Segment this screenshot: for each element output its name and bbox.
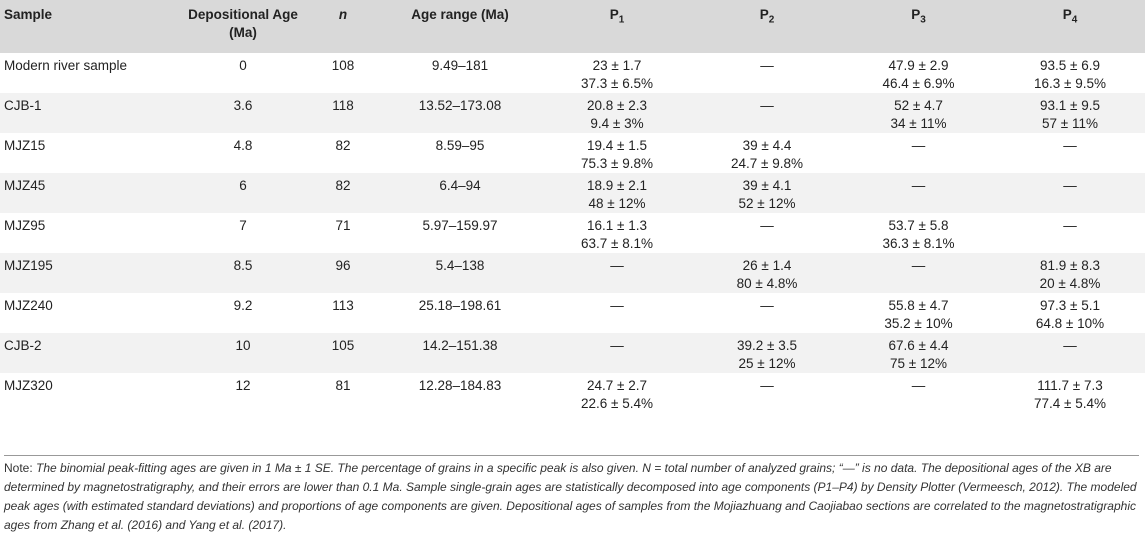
cell-sample: CJB-1 — [4, 98, 42, 113]
header-age-range: Age range (Ma) — [411, 7, 509, 22]
cell-sample: CJB-2 — [4, 338, 42, 353]
cell-n: 118 — [332, 98, 354, 113]
cell-n: 113 — [332, 298, 354, 313]
cell-depositional-age: 4.8 — [233, 138, 253, 153]
table-row: Modern river sample 0 108 9.49–181 23 ± 1.7 3… — [0, 53, 1145, 93]
cell-age-range: 6.4–94 — [439, 178, 481, 193]
table-row: MJZ195 8.5 96 5.4–138 — 26 ± 1.4 80 ± 4.8% — 81.… — [0, 253, 1145, 293]
cell-p2: — — [760, 218, 774, 233]
table-row: MJZ320 12 81 12.28–184.83 24.7 ± 2.7 22.6 ± 5… — [0, 373, 1145, 413]
cell-n: 71 — [335, 218, 351, 233]
header-p1: P1 — [609, 7, 625, 26]
cell-p3: 47.9 ± 2.9 46.4 ± 6.9% — [882, 58, 955, 91]
cell-age-range: 12.28–184.83 — [418, 378, 502, 393]
header-p4: P4 — [1062, 7, 1078, 26]
cell-p1: — — [610, 298, 624, 313]
cell-depositional-age: 9.2 — [233, 298, 253, 313]
table-note: Note: The binomial peak-fitting ages are… — [4, 455, 1139, 535]
header-row: Sample Depositional Age (Ma) n Age range… — [0, 0, 1145, 53]
cell-p2: 39 ± 4.1 52 ± 12% — [738, 178, 796, 211]
cell-p2: — — [760, 98, 774, 113]
cell-depositional-age: 12 — [235, 378, 251, 393]
note-label: Note: — [4, 461, 33, 475]
cell-p3: — — [911, 178, 926, 193]
table-row: CJB-2 10 105 14.2–151.38 — 39.2 ± 3.5 25 ± 12%… — [0, 333, 1145, 373]
cell-p1: 24.7 ± 2.7 22.6 ± 5.4% — [581, 378, 653, 411]
cell-p2: 26 ± 1.4 80 ± 4.8% — [736, 258, 798, 291]
cell-p1: 16.1 ± 1.3 63.7 ± 8.1% — [581, 218, 653, 251]
cell-p3: — — [911, 138, 926, 153]
cell-depositional-age: 3.6 — [233, 98, 253, 113]
table-row: MJZ15 4.8 82 8.59–95 19.4 ± 1.5 75.3 ± 9.8% 39… — [0, 133, 1145, 173]
cell-depositional-age: 0 — [239, 58, 247, 73]
cell-sample: MJZ195 — [4, 258, 53, 273]
cell-n: 105 — [331, 338, 355, 353]
header-p3: P3 — [911, 7, 926, 26]
cell-p2: — — [760, 58, 774, 73]
cell-sample: MJZ45 — [4, 178, 46, 193]
cell-p3: 53.7 ± 5.8 36.3 ± 8.1% — [882, 218, 955, 251]
table-body: Modern river sample 0 108 9.49–181 23 ± 1.7 3… — [0, 53, 1145, 413]
table-row: CJB-1 3.6 118 13.52–173.08 20.8 ± 2.3 9.4 ± 3… — [0, 93, 1145, 133]
cell-p2: — — [760, 298, 774, 313]
cell-p1: 19.4 ± 1.5 75.3 ± 9.8% — [581, 138, 653, 171]
data-table: Sample Depositional Age (Ma) n Age range… — [0, 0, 1145, 413]
cell-age-range: 5.4–138 — [435, 258, 485, 273]
cell-age-range: 8.59–95 — [435, 138, 485, 153]
header-depositional-age: Depositional Age (Ma) — [188, 7, 298, 40]
cell-age-range: 9.49–181 — [431, 58, 489, 73]
table-row: MJZ45 6 82 6.4–94 18.9 ± 2.1 48 ± 12% 39 ± 4.1… — [0, 173, 1145, 213]
cell-p2: 39 ± 4.4 24.7 ± 9.8% — [731, 138, 803, 171]
cell-p3: — — [911, 258, 926, 273]
cell-p4: — — [1063, 218, 1077, 233]
cell-age-range: 25.18–198.61 — [418, 298, 502, 313]
cell-p2: — — [760, 378, 774, 393]
cell-p4: — — [1063, 178, 1077, 193]
cell-age-range: 5.97–159.97 — [422, 218, 498, 233]
cell-n: 82 — [335, 178, 351, 193]
cell-age-range: 13.52–173.08 — [418, 98, 502, 113]
cell-depositional-age: 7 — [239, 218, 247, 233]
cell-depositional-age: 6 — [239, 178, 247, 193]
cell-p3: 55.8 ± 4.7 35.2 ± 10% — [884, 298, 953, 331]
cell-p4: 97.3 ± 5.1 64.8 ± 10% — [1035, 298, 1105, 331]
cell-sample: Modern river sample — [4, 58, 128, 73]
cell-p1: 23 ± 1.7 37.3 ± 6.5% — [581, 58, 653, 91]
cell-n: 96 — [335, 258, 351, 273]
cell-p1: — — [610, 258, 624, 273]
cell-n: 81 — [335, 378, 351, 393]
cell-p1: 20.8 ± 2.3 9.4 ± 3% — [587, 98, 647, 131]
cell-depositional-age: 10 — [235, 338, 251, 353]
cell-p1: — — [610, 338, 624, 353]
cell-sample: MJZ95 — [4, 218, 46, 233]
cell-age-range: 14.2–151.38 — [422, 338, 498, 353]
cell-p4: 93.5 ± 6.9 16.3 ± 9.5% — [1034, 58, 1106, 91]
cell-p2: 39.2 ± 3.5 25 ± 12% — [737, 338, 797, 371]
table-row: MJZ95 7 71 5.97–159.97 16.1 ± 1.3 63.7 ± 8.1%… — [0, 213, 1145, 253]
cell-p4: 81.9 ± 8.3 20 ± 4.8% — [1039, 258, 1101, 291]
cell-p4: 93.1 ± 9.5 57 ± 11% — [1040, 98, 1100, 131]
cell-p4: — — [1063, 338, 1077, 353]
note-text: The binomial peak-fitting ages are given… — [4, 461, 1137, 532]
table-row: MJZ240 9.2 113 25.18–198.61 — — 55.8 ± 4.7 35.2… — [0, 293, 1145, 333]
cell-p3: — — [911, 378, 926, 393]
cell-p4: — — [1063, 138, 1077, 153]
cell-p3: 67.6 ± 4.4 75 ± 12% — [888, 338, 949, 371]
header-n: n — [338, 7, 348, 22]
header-p2: P2 — [759, 7, 775, 26]
cell-n: 108 — [331, 58, 355, 73]
cell-p1: 18.9 ± 2.1 48 ± 12% — [587, 178, 647, 211]
cell-p4: 111.7 ± 7.3 77.4 ± 5.4% — [1034, 378, 1106, 411]
cell-sample: MJZ15 — [4, 138, 46, 153]
cell-depositional-age: 8.5 — [233, 258, 253, 273]
cell-p3: 52 ± 4.7 34 ± 11% — [890, 98, 947, 131]
header-sample: Sample — [4, 7, 53, 22]
cell-sample: MJZ240 — [4, 298, 53, 313]
cell-sample: MJZ320 — [4, 378, 53, 393]
cell-n: 82 — [335, 138, 351, 153]
